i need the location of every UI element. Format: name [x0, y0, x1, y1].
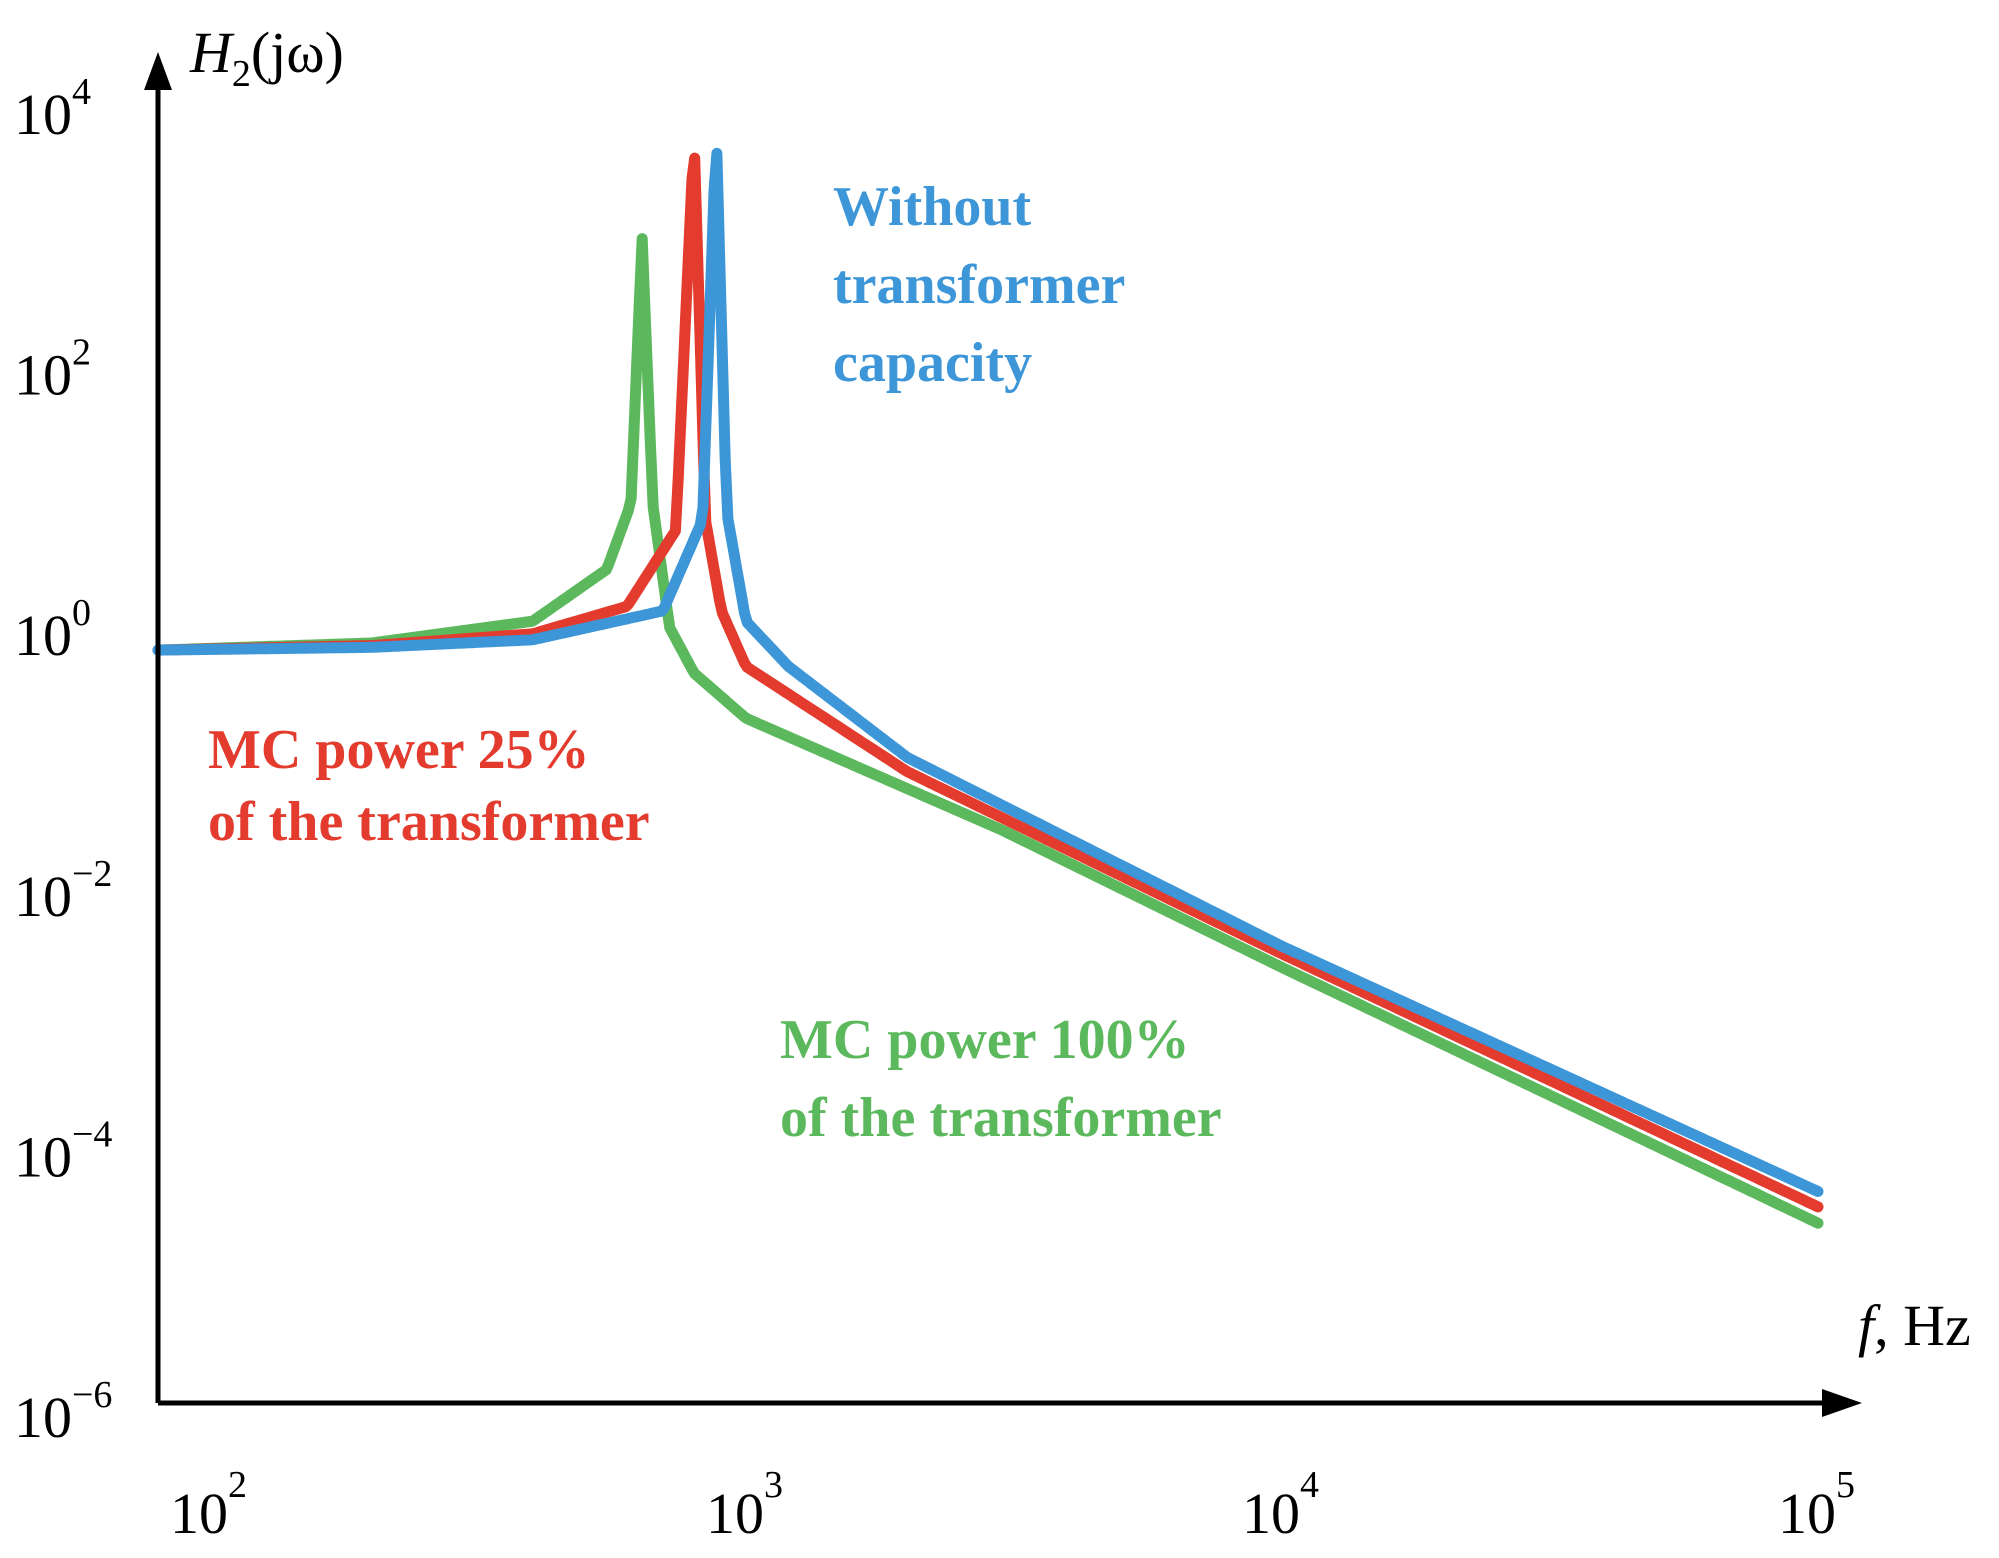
- y-tick-label: 10−2: [14, 853, 112, 929]
- y-tick-labels: 104 102 100 10−2 10−4 10−6: [14, 71, 112, 1450]
- x-tick-label: 104: [1242, 1464, 1319, 1546]
- x-tick-label: 105: [1778, 1464, 1855, 1546]
- series-line-without-capacity: [152, 147, 1824, 1197]
- axes: [144, 52, 1862, 1417]
- annotation-mc-100: MC power 100% of the transformer: [780, 1009, 1222, 1149]
- y-axis-label: H2(jω): [189, 20, 344, 95]
- x-tick-label: 103: [706, 1464, 783, 1546]
- y-tick-label: 100: [14, 592, 91, 668]
- y-axis-arrow: [144, 52, 172, 90]
- annotation-mc-25: MC power 25% of the transformer: [208, 719, 650, 853]
- y-tick-label: 10−4: [14, 1113, 112, 1189]
- annotation-without-capacity: Without transformer capacity: [833, 176, 1138, 394]
- y-tick-label: 10−6: [14, 1374, 112, 1450]
- x-tick-labels: 102 103 104 105: [170, 1464, 1855, 1546]
- x-axis-label: f, Hz: [1858, 1293, 1971, 1358]
- x-axis-arrow: [1822, 1389, 1862, 1417]
- x-tick-label: 102: [170, 1464, 247, 1546]
- y-axis-label-arg: (jω): [251, 20, 344, 85]
- y-tick-label: 102: [14, 332, 91, 408]
- y-axis-label-main: H: [189, 20, 235, 85]
- y-tick-label: 104: [14, 71, 91, 147]
- series-layer: [152, 147, 1824, 1229]
- series-line-mc-100: [152, 233, 1824, 1229]
- x-axis-label-unit: , Hz: [1874, 1293, 1971, 1358]
- y-axis-label-sub: 2: [232, 53, 251, 95]
